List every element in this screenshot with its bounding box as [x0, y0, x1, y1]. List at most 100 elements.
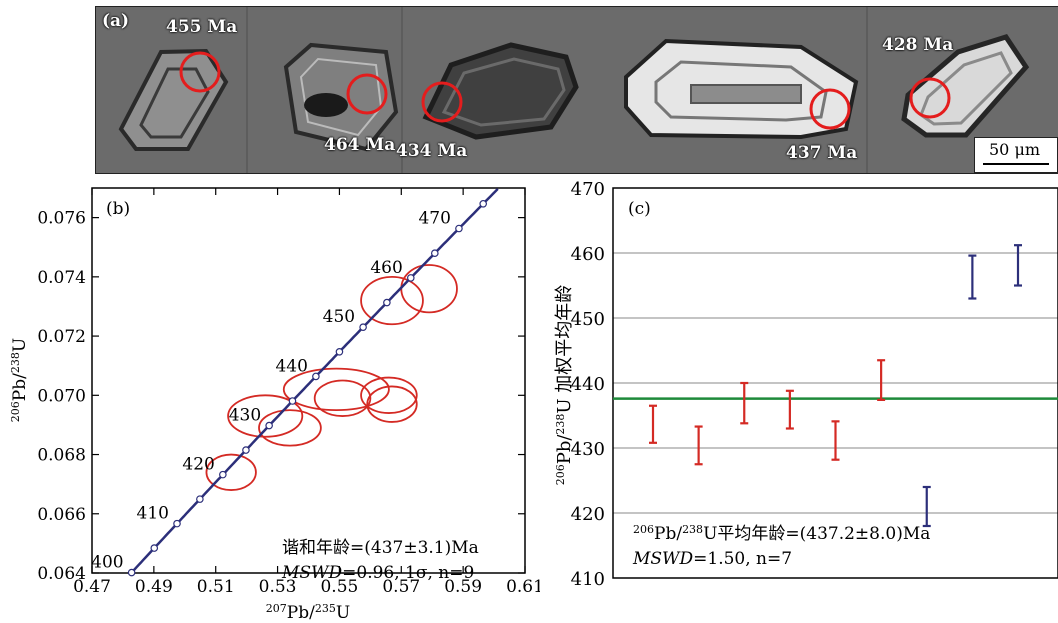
concordia-age-marker: [359, 323, 367, 331]
y-tick-label: 0.076: [37, 209, 86, 229]
y-tick-label: 410: [571, 569, 605, 590]
x-tick-label: 0.59: [444, 577, 482, 597]
concordia-age-marker: [173, 519, 181, 528]
concordia-age-marker: [288, 397, 297, 405]
ellipse-layer: [205, 264, 458, 491]
panel-a-label: (a): [102, 11, 130, 31]
x-tick-label: 0.61: [506, 577, 540, 597]
zircon-cl-image: [96, 7, 1058, 173]
concordia-age-labels: 400 410 420 430 440 450 460 470: [91, 209, 451, 573]
y-tick-label: 0.066: [37, 505, 86, 525]
mswd-rest: =0.96, 1σ, n=9: [342, 563, 474, 583]
error-bar-layer: [649, 244, 1022, 528]
plot-frame: [91, 187, 526, 574]
panel-c-label: (c): [628, 199, 651, 219]
panel-b-label: (b): [106, 199, 130, 219]
x-axis-ticks: 0.47 0.49 0.51 0.53 0.55 0.57 0.59 0.61: [73, 188, 540, 597]
x-label-sup1: 207: [266, 602, 287, 615]
annot-sup2: 238: [682, 523, 703, 536]
x-label-base: Pb/: [287, 603, 315, 620]
mswd-italic: MSWD: [281, 563, 343, 583]
mean-age-annotation: 206Pb/238U平均年龄=(437.2±8.0)Ma: [633, 523, 930, 544]
y-tick-label: 420: [571, 504, 605, 525]
y-axis-label: 206Pb/238U: [9, 338, 30, 422]
concordia-age-marker: [127, 568, 136, 577]
concordia-age-label: 470: [418, 209, 450, 229]
concordia-age-marker: [150, 544, 159, 552]
y-tick-label: 0.074: [37, 268, 86, 288]
error-ellipse: [360, 376, 418, 414]
spot-age-label: 434 Ma: [396, 141, 468, 161]
error-ellipse: [366, 385, 418, 423]
spot-age-label: 464 Ma: [324, 135, 396, 155]
concordia-age-marker: [335, 348, 344, 356]
concordia-age-label: 410: [137, 504, 169, 524]
y-axis-label: 206Pb/238U 加权平均年龄: [554, 285, 575, 486]
concordia-age-marker: [312, 372, 320, 381]
concordia-age-marker: [479, 199, 487, 208]
y-tick-label: 0.068: [37, 446, 86, 466]
y-axis-ticks: 0.064 0.066 0.068 0.070 0.072 0.074 0.076: [37, 209, 525, 584]
y-label-sup1: 206: [9, 401, 22, 422]
error-ellipse: [227, 394, 304, 438]
error-ellipse: [313, 379, 372, 417]
x-tick-label: 0.49: [135, 577, 173, 597]
spot-age-label: 455 Ma: [166, 17, 238, 37]
annot-rest: U平均年龄=(437.2±8.0)Ma: [703, 524, 930, 544]
y-label-sup2: 238: [554, 414, 567, 435]
y-axis-ticks: 410 420 430 440 450 460 470: [571, 180, 605, 590]
x-tick-label: 0.53: [259, 577, 297, 597]
concordia-age-marker: [196, 495, 204, 503]
grid-lines: [613, 252, 1058, 514]
y-label-sup1: 206: [554, 464, 567, 485]
concordia-age-markers: [127, 199, 487, 577]
y-tick-label: 460: [571, 244, 605, 265]
concordia-age-label: 420: [182, 455, 214, 475]
concordia-age-label: 430: [229, 406, 261, 426]
concordia-age-label: 460: [370, 258, 402, 278]
mswd-italic: MSWD: [632, 549, 694, 569]
x-tick-label: 0.57: [382, 577, 420, 597]
scale-bar-label: 50 μm: [989, 140, 1041, 159]
y-tick-label: 430: [571, 439, 605, 460]
concordia-age-label: 400: [91, 553, 123, 573]
annot-mid: Pb/: [654, 524, 682, 544]
error-ellipse: [258, 409, 322, 447]
y-tick-label: 450: [571, 309, 605, 330]
concordia-age-marker: [406, 274, 415, 282]
y-tick-label: 0.072: [37, 327, 86, 347]
error-ellipse: [205, 453, 257, 491]
error-ellipse: [282, 367, 390, 412]
spot-age-label: 437 Ma: [786, 143, 858, 163]
mean-mswd-annotation: MSWD=1.50, n=7: [632, 549, 792, 569]
x-tick-label: 0.55: [320, 577, 358, 597]
concordia-age-marker: [455, 224, 463, 233]
y-label-sup2: 238: [9, 352, 22, 373]
concordia-age-marker: [242, 446, 250, 454]
x-label-tail: U: [336, 603, 350, 620]
concordia-age-marker: [265, 421, 273, 430]
zircon-cl-image-panel: (a) 455 Ma 464 Ma 434 Ma 437 Ma 428 Ma 5…: [95, 6, 1058, 174]
mswd-rest: =1.50, n=7: [693, 549, 792, 569]
plot-frame: [612, 187, 1058, 579]
concordia-age-label: 450: [323, 307, 355, 327]
y-tick-label: 470: [571, 180, 605, 200]
concordia-age-marker: [219, 470, 227, 479]
y-label-tail: U: [10, 338, 30, 352]
spot-age-label: 428 Ma: [882, 35, 954, 55]
concordia-age-annotation: 谐和年龄=(437±3.1)Ma: [282, 538, 479, 558]
concordia-mswd-annotation: MSWD=0.96, 1σ, n=9: [281, 563, 474, 583]
y-label-tail: U 加权平均年龄: [554, 285, 575, 414]
error-ellipse: [360, 275, 424, 326]
x-axis-label: 207Pb/235U: [266, 602, 350, 620]
x-tick-label: 0.51: [197, 577, 235, 597]
y-tick-label: 440: [571, 374, 605, 395]
y-tick-label: 0.064: [37, 564, 86, 584]
y-label-base: Pb/: [10, 373, 30, 401]
concordia-age-label: 440: [275, 356, 307, 376]
x-tick-label: 0.47: [73, 577, 111, 597]
annot-sup1: 206: [633, 523, 654, 536]
scale-bar-box: 50 μm: [974, 137, 1058, 173]
concordia-chart: 400 410 420 430 440 450 460 470 0.47 0.49 0.51 0.5…: [9, 187, 540, 620]
